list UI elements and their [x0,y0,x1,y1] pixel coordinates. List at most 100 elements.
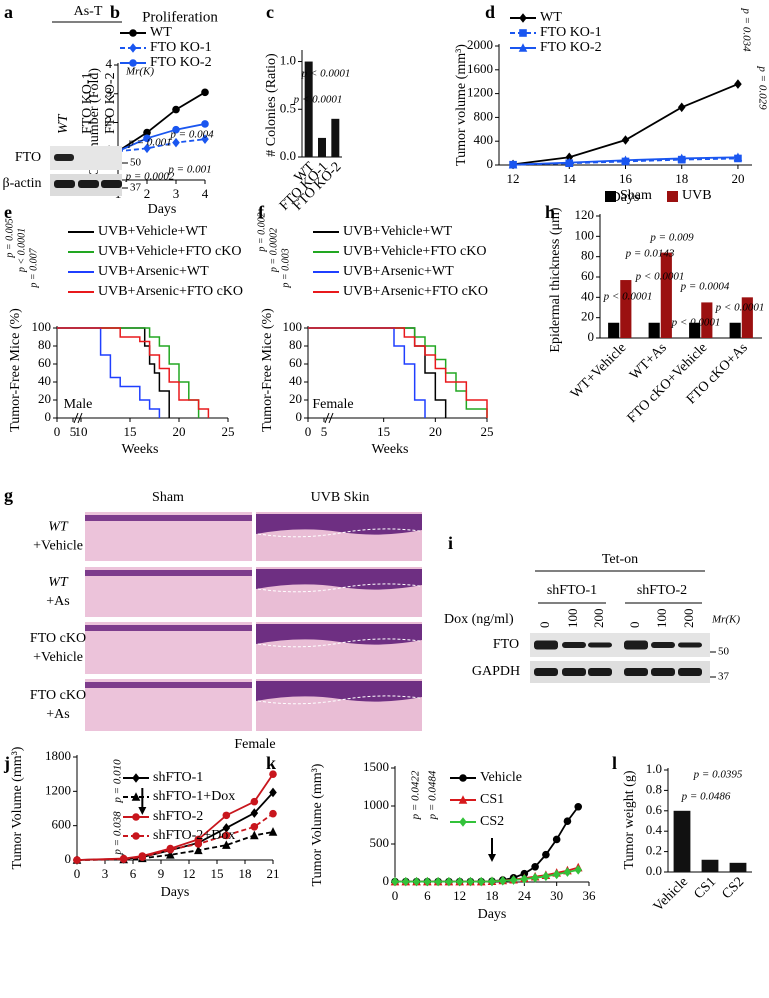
annotation: p < 0.0001 [301,68,351,80]
panel-letter: j [3,753,10,773]
x-tick-label: 20 [731,171,744,186]
annotation: p = 0.0395 [693,769,743,781]
legend-marker [519,29,527,37]
annotation: p = 0.007 [28,247,39,288]
lane-label: 200 [681,609,696,629]
arrow-head [488,854,496,862]
band [624,640,648,650]
legend-marker [132,813,140,821]
annotation: p < 0.0001 [671,317,721,329]
annotation: p = 0.0004 [680,281,730,293]
point [508,159,518,169]
legend-label: UVB+Vehicle+WT [98,224,208,239]
y-axis-label: Tumor weight (g) [622,770,637,869]
bar [741,297,753,338]
survival-curve [57,327,200,418]
band [534,640,558,650]
y-tick-label: 4 [106,56,113,71]
y-tick-label: 60 [581,268,594,283]
legend-label: FTO KO-1 [150,40,212,55]
annotation: p = 0.0143 [625,248,675,260]
survival-curve [57,327,210,418]
legend-label: UVB+Vehicle+FTO cKO [343,244,486,259]
panel-letter: d [485,2,495,22]
y-tick-label: 3 [106,85,113,100]
arrow-head [138,807,147,815]
point [201,134,209,144]
band [678,668,702,676]
band [562,668,586,676]
point [172,105,180,114]
point [138,853,147,861]
legend-marker [458,795,468,804]
blot-header: Tet-on [602,552,638,567]
annotation: p = 0.009 [649,232,694,244]
point [509,875,518,885]
panel-letter: a [4,2,13,22]
x-tick-label: 0 [305,424,312,439]
legend-marker [519,13,527,23]
caption: Female [234,737,275,752]
axis-break [73,412,79,424]
x-tick-label: 20 [429,424,442,439]
x-tick-label: 15 [211,866,224,881]
point [574,802,583,811]
annotation: p = 0.0002 [268,228,279,273]
point [222,840,231,849]
point [621,135,630,145]
panel-letter: l [612,753,617,773]
bar [689,322,701,338]
x-tick-label: 30 [550,888,563,903]
row-label: FTO [493,637,519,652]
y-tick-label: 0.6 [646,802,663,817]
series-line [512,83,739,166]
lane-label: 0 [627,622,642,629]
x-tick-label: 2 [144,186,151,201]
series-line [117,138,206,153]
point [269,770,277,778]
y-tick-label: 500 [370,835,390,850]
point [143,128,151,137]
x-axis-label: Days [148,202,177,217]
band [651,668,675,676]
panel-letter: k [266,753,276,773]
y-axis-label: Epidermal thickness (μm) [548,207,563,352]
bar [648,322,660,338]
point [250,797,259,806]
legend-marker [518,43,528,52]
series-line [395,868,579,883]
point [677,102,686,113]
y-tick-label: 800 [474,108,494,123]
legend-marker [129,29,137,37]
y-tick-label: 120 [575,207,595,222]
point [143,134,151,143]
annotation: p < 0.0001 [16,228,27,273]
legend-marker [459,817,467,827]
annotation: p = 0.029 [756,65,768,110]
legend-swatch [667,191,678,202]
series-line [117,123,206,153]
legend-label: UVB+Arsenic+WT [343,264,454,279]
lane-label: 0 [537,622,552,629]
legend-marker [132,773,140,783]
mw-marker: 50 [130,157,142,169]
y-tick-label: 80 [581,248,594,263]
point [222,823,231,833]
x-tick-label: 25 [481,424,494,439]
point [542,850,550,859]
x-tick-label: 20 [173,424,186,439]
annotation: p < 0.0001 [635,271,685,283]
x-tick-label: 0 [392,888,399,903]
y-tick-label: 0.0 [280,148,296,163]
band [588,668,612,676]
epidermis [85,515,252,521]
point [564,157,574,167]
x-tick-label: 25 [222,424,235,439]
blot-header: As-T [74,4,103,19]
annotation: p = 0.001 [127,137,171,149]
band [534,668,558,676]
lane-label: 200 [591,609,606,629]
band [588,642,612,648]
epidermis [85,682,252,688]
point [268,827,278,836]
